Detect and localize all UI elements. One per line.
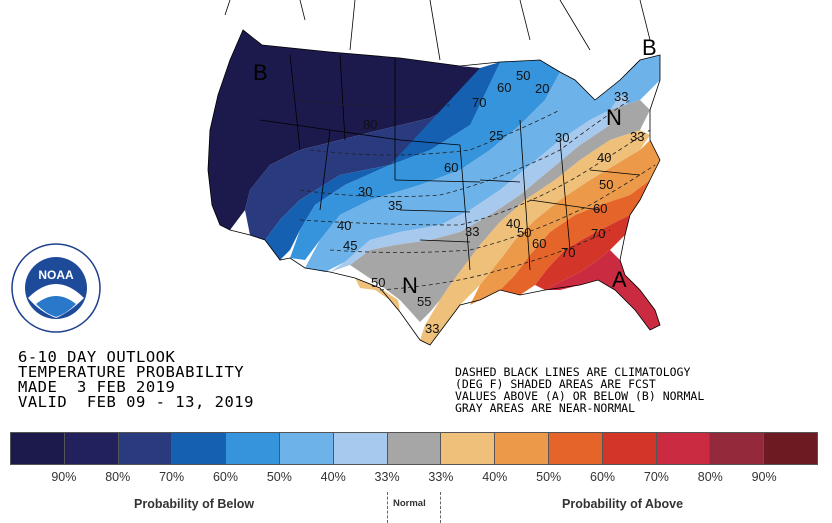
legend-swatch [333,433,388,464]
legend-ticks: 90% 80% 70% 60% 50% 40% 33% 33% 40% 50% 60% 70% 80% 9… [10,470,818,486]
contour-label: 55 [417,294,431,309]
normal-divider-left [387,492,388,523]
title-line: VALID FEB 09 - 13, 2019 [18,393,254,411]
contour-label: 60 [593,201,607,216]
region-below-60 [290,60,560,260]
contour-label: 60 [444,160,458,175]
region-above-70 [535,215,630,290]
contour-label: 33 [614,89,628,104]
map-notes: DASHED BLACK LINES ARE CLIMATOLOGY (DEG F… [455,366,704,414]
state-borders [207,0,661,346]
legend-tick-label: 50% [536,470,562,484]
legend-tick-label: 33% [428,470,454,484]
contour-label: 40 [337,218,351,233]
contour-label: 30 [358,184,372,199]
note-line: DASHED BLACK LINES ARE CLIMATOLOGY [455,365,691,379]
noaa-logo-text: NOAA [38,268,74,282]
label-B-west: B [253,60,268,85]
note-line: (DEG F) SHADED AREAS ARE FCST [455,377,656,391]
above-caption: Probability of Above [562,497,684,511]
legend-tick-label: 60% [590,470,616,484]
climatology-lines [299,99,656,291]
color-legend [10,432,818,465]
contour-label: 40 [597,150,611,165]
contour-label: 33 [425,321,439,336]
legend-swatch [495,433,549,464]
contour-label: 60 [532,236,546,251]
contour-label: 25 [489,128,503,143]
region-above-60 [500,180,650,295]
legend-tick-label: 40% [482,470,508,484]
contour-label: 40 [506,216,520,231]
legend-swatch [11,433,65,464]
legend-tick-label: 33% [374,470,400,484]
contour-label: 70 [591,226,605,241]
legend-swatch [548,433,603,464]
outlook-title: 6-10 DAY OUTLOOK TEMPERATURE PROBABILITY M… [18,348,254,411]
outlook-map: B B N N A 80 70 60 50 20 25 30 35 40 45 … [11,0,661,346]
legend-tick-label: 80% [105,470,131,484]
region-above-40 [355,130,650,345]
legend-swatch [602,433,657,464]
legend-swatch [64,433,119,464]
contour-label: 45 [343,238,357,253]
title-line: 6-10 DAY OUTLOOK [18,348,176,366]
contour-label: 80 [363,117,377,132]
region-above-50 [470,140,660,305]
label-N-south: N [402,273,418,298]
below-caption: Probability of Below [134,497,255,511]
contour-label: 50 [371,275,385,290]
title-line: MADE 3 FEB 2019 [18,378,176,396]
contour-label: 33 [630,129,644,144]
legend-tick-label: 40% [320,470,346,484]
legend-tick-label: 90% [51,470,77,484]
label-N-east: N [606,105,622,130]
legend-tick-label: 60% [212,470,238,484]
label-A-southeast: A [612,267,627,292]
contour-label: 60 [497,80,511,95]
contour-label: 50 [516,68,530,83]
note-line: GRAY AREAS ARE NEAR-NORMAL [455,401,636,415]
region-near-normal [350,100,650,322]
contour-label: 50 [517,225,531,240]
region-below-70 [265,62,520,260]
legend-swatch [387,433,442,464]
region-below-90 [208,30,480,230]
contour-label: 35 [388,198,402,213]
legend-swatch [172,433,227,464]
normal-caption: Normal [393,498,426,509]
legend-swatch [710,433,765,464]
region-below-33 [330,95,630,272]
legend-swatch [279,433,334,464]
contour-label: 50 [599,177,613,192]
region-above-80 [545,250,660,330]
legend-tick-label: 70% [159,470,185,484]
contour-label: 20 [535,81,549,96]
region-below-40 [305,55,660,272]
contour-label: 33 [465,224,479,239]
contour-label: 70 [472,95,486,110]
title-line: TEMPERATURE PROBABILITY [18,363,245,381]
legend-swatch [226,433,280,464]
legend-tick-label: 50% [266,470,292,484]
legend-swatch [118,433,173,464]
legend-swatch [441,433,496,464]
contour-label: 70 [561,245,575,260]
legend-swatch [656,433,711,464]
region-below-80 [245,80,490,240]
normal-divider-right [440,492,441,523]
legend-tick-label: 80% [697,470,723,484]
legend-tick-label: 70% [643,470,669,484]
legend-swatch [764,433,817,464]
contour-label: 30 [555,130,569,145]
note-line: VALUES ABOVE (A) OR BELOW (B) NORMAL [455,389,705,403]
label-B-east: B [642,35,657,60]
noaa-logo: NOAA [11,243,101,333]
legend-tick-label: 90% [751,470,777,484]
